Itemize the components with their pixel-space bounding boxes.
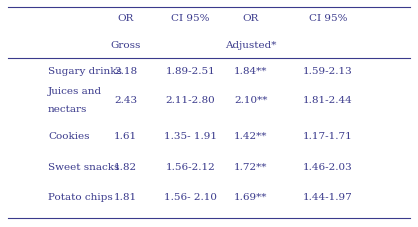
Text: CI 95%: CI 95%	[309, 14, 347, 23]
Text: OR: OR	[117, 14, 134, 23]
Text: 1.56- 2.10: 1.56- 2.10	[164, 192, 217, 201]
Text: OR: OR	[242, 14, 259, 23]
Text: 1.61: 1.61	[114, 132, 137, 141]
Text: 1.44-1.97: 1.44-1.97	[303, 192, 353, 201]
Text: 1.46-2.03: 1.46-2.03	[303, 162, 353, 171]
Text: Potato chips: Potato chips	[48, 192, 113, 201]
Text: Gross: Gross	[110, 41, 140, 50]
Text: Sweet snacks: Sweet snacks	[48, 162, 120, 171]
Text: 1.56-2.12: 1.56-2.12	[165, 162, 215, 171]
Text: 1.81-2.44: 1.81-2.44	[303, 95, 353, 104]
Text: 1.81: 1.81	[114, 192, 137, 201]
Text: 2.18: 2.18	[114, 67, 137, 76]
Text: 1.59-2.13: 1.59-2.13	[303, 67, 353, 76]
Text: 1.42**: 1.42**	[234, 132, 268, 141]
Text: 1.84**: 1.84**	[234, 67, 268, 76]
Text: 1.35- 1.91: 1.35- 1.91	[164, 132, 217, 141]
Text: Sugary drinks: Sugary drinks	[48, 67, 122, 76]
Text: Cookies: Cookies	[48, 132, 89, 141]
Text: 2.43: 2.43	[114, 95, 137, 104]
Text: 1.89-2.51: 1.89-2.51	[165, 67, 215, 76]
Text: 1.82: 1.82	[114, 162, 137, 171]
Text: 1.17-1.71: 1.17-1.71	[303, 132, 353, 141]
Text: 1.69**: 1.69**	[234, 192, 268, 201]
Text: CI 95%: CI 95%	[171, 14, 209, 23]
Text: Juices and: Juices and	[48, 86, 102, 95]
Text: nectars: nectars	[48, 104, 87, 114]
Text: 2.11-2.80: 2.11-2.80	[165, 95, 215, 104]
Text: 2.10**: 2.10**	[234, 95, 268, 104]
Text: Adjusted*: Adjusted*	[225, 41, 276, 50]
Text: 1.72**: 1.72**	[234, 162, 268, 171]
